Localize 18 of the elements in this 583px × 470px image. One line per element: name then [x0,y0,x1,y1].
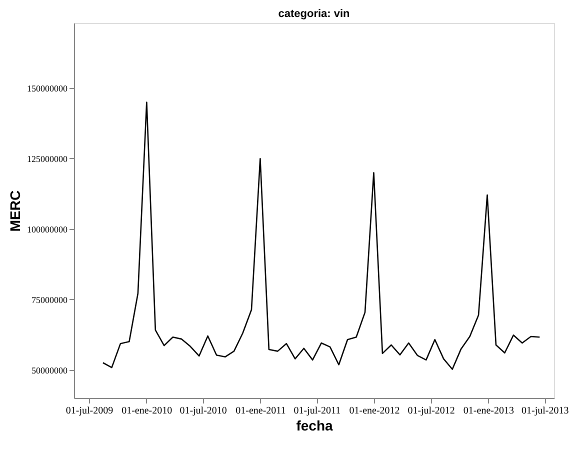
x-tick-label: 01-jul-2011 [294,406,341,416]
x-tick-label: 01-jul-2010 [180,406,227,416]
x-tick-label: 01-ene-2011 [236,406,286,416]
y-axis-title: MERC [7,190,23,232]
x-tick-label: 01-ene-2013 [463,406,514,416]
y-tick-label: 100000000 [27,224,68,234]
y-tick-label: 75000000 [32,294,68,305]
x-tick-label: 01-ene-2010 [122,406,172,416]
line-series [102,102,540,370]
x-tick-label: 01-jul-2012 [408,406,455,416]
x-tick-label: 01-jul-2013 [522,406,569,416]
chart-title: categoria: vin [278,8,350,20]
x-tick-label: 01-ene-2012 [349,406,400,416]
y-tick-label: 150000000 [27,83,68,94]
x-tick-label: 01-jul-2009 [66,406,114,416]
x-axis-title: fecha [296,418,333,434]
y-tick-label: 50000000 [32,365,68,376]
y-tick-label: 125000000 [27,154,68,164]
